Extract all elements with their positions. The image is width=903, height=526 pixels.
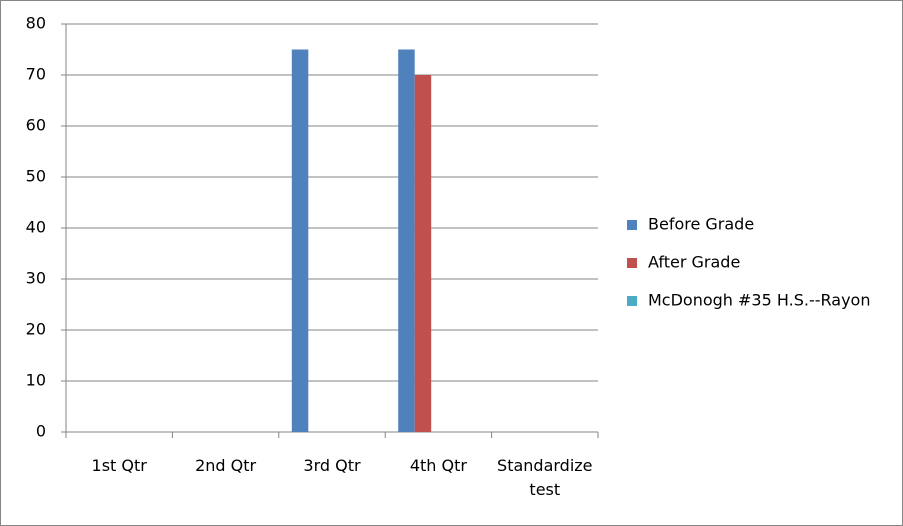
y-tick-label: 80: [26, 14, 46, 33]
y-tick-label: 20: [26, 320, 46, 339]
legend-marker: [627, 296, 637, 306]
x-tick-label: Standardize test: [497, 456, 593, 499]
y-tick-label: 70: [26, 65, 46, 84]
y-tick-label: 0: [36, 422, 46, 441]
legend-marker: [627, 220, 637, 230]
bar: [398, 49, 415, 432]
x-tick-label: 2nd Qtr: [195, 456, 257, 475]
bar: [291, 49, 309, 432]
legend-label: McDonogh #35 H.S.--Rayon: [648, 291, 870, 310]
y-tick-label: 30: [26, 269, 46, 288]
x-tick-label: 1st Qtr: [91, 456, 147, 475]
y-tick-label: 50: [26, 167, 46, 186]
y-tick-label: 60: [26, 116, 46, 135]
legend-label: After Grade: [648, 253, 740, 272]
y-tick-label: 10: [26, 371, 46, 390]
y-tick-label: 40: [26, 218, 46, 237]
legend-marker: [627, 258, 637, 268]
bar: [414, 75, 432, 432]
legend-label: Before Grade: [648, 215, 754, 234]
x-tick-label: 4th Qtr: [409, 456, 467, 475]
x-tick-label: 3rd Qtr: [303, 456, 361, 475]
